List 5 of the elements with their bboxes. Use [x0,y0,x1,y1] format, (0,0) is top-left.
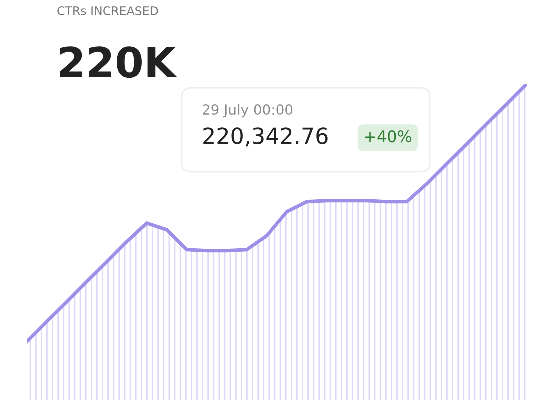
annotation: 220,342.76 [204,128,328,147]
chart-title: CTRs INCREASED [58,6,158,16]
annotation: 29 July 00:00 [203,104,293,118]
annotation: +40% [365,130,412,143]
chart-subtitle: 220K [60,46,178,78]
